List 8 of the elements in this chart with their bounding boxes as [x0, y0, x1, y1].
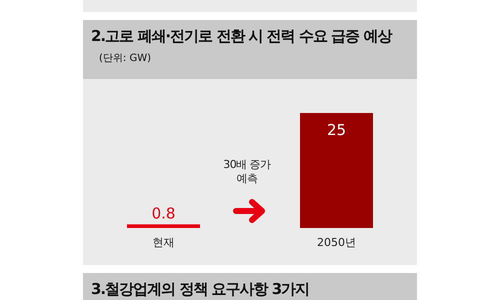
annotation: 30배 증가 예측 — [222, 158, 272, 186]
chart-subtitle: (단위: GW) — [99, 53, 151, 64]
x-tick-label: 현재 — [152, 236, 174, 249]
data-label: 25 — [326, 121, 346, 139]
chart-title: 2.고로 폐쇄·전기로 전환 시 전력 수요 급증 예상 — [91, 27, 392, 45]
data-label: 0.8 — [152, 204, 176, 222]
x-tick-label: 2050년 — [317, 236, 356, 249]
text: 3.철강업계의 정책 요구사항 3가지 — [83, 273, 417, 300]
